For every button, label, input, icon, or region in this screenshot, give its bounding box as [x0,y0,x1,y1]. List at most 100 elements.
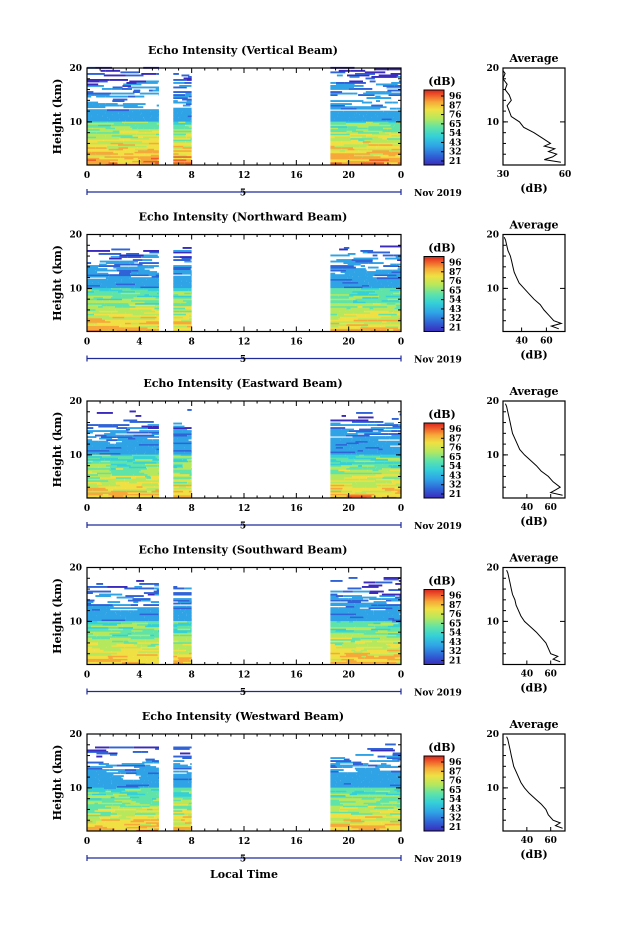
heatmap-cell [362,296,372,299]
heatmap-cell [173,268,191,270]
heatmap-cell [151,490,159,493]
heatmap-cell [173,284,182,287]
heatmap-cell [399,457,401,460]
heatmap-cell [330,805,335,808]
heatmap-cell [118,152,125,155]
heatmap-cell [350,653,368,656]
heatmap-cell [115,611,131,614]
heatmap-cell [330,488,343,491]
heatmap-cell [330,649,352,652]
heatmap-cell [87,800,102,803]
heatmap-cell [330,472,354,475]
heatmap-cell [353,622,374,625]
heatmap-cell [378,295,386,298]
heatmap-cell [344,484,358,487]
heatmap-cell [173,122,192,125]
heatmap-cell [95,799,115,802]
heatmap-cell [349,793,358,796]
heatmap-cell [354,790,365,793]
heatmap-cell [345,122,371,125]
heatmap-cell [173,119,191,122]
heatmap-cell [343,446,353,449]
heatmap-cell [185,134,192,137]
heatmap-cell [173,791,189,794]
heatmap-cell [330,623,340,626]
heatmap-cell [330,124,356,127]
heatmap-cell [93,296,104,299]
heatmap-cell [351,635,370,638]
heatmap-cell [379,488,385,491]
heatmap-cell [330,814,338,817]
heatmap-cell [143,649,159,652]
heatmap-cell [109,289,123,292]
heatmap-cell [358,828,380,830]
heatmap-cell [87,118,110,121]
heatmap-cell [87,601,94,603]
heatmap-cell [173,82,185,84]
heatmap-cell [366,476,374,479]
heatmap-cell [350,307,370,310]
heatmap-cell [149,809,159,812]
heatmap-cell [173,280,182,283]
heatmap-cell [173,647,179,650]
heatmap-cell [188,289,192,292]
heatmap-cell [102,828,115,830]
heatmap-cell [137,641,158,644]
heatmap-cell [114,796,130,799]
heatmap-cell [109,299,131,302]
heatmap-cell [354,767,366,770]
heatmap-cell [115,308,138,311]
heatmap-cell [173,454,181,457]
heatmap-cell [87,80,100,83]
heatmap-cell [87,130,113,133]
heatmap-cell [87,647,100,650]
heatmap-cell [187,660,192,662]
heatmap-cell [330,799,340,802]
heatmap-cell [103,139,124,142]
heatmap-cell [396,805,401,808]
y-tick-label: 10 [69,284,82,294]
heatmap-cell [133,152,145,155]
heatmap-cell [128,481,137,484]
heatmap-cell [337,800,356,803]
heatmap-cell [87,790,93,793]
heatmap-cell [117,162,141,164]
heatmap-cell [140,787,159,790]
heatmap-cell [173,797,183,800]
heatmap-cell [87,316,113,319]
x-tick-label: 4 [136,171,142,181]
heatmap-cell [92,820,97,823]
heatmap-cell [356,646,383,649]
heatmap-cell [87,302,105,305]
heatmap-cell [108,628,123,631]
heatmap-cell [330,127,338,130]
heatmap-cell [365,301,377,304]
x-tick-label: 4 [136,504,142,514]
heatmap-cell [353,647,364,650]
heatmap-cell [104,433,116,435]
heatmap-cell [124,769,136,771]
heatmap-cell [111,467,116,470]
heatmap-cell [184,127,192,130]
heatmap-cell [173,616,192,619]
heatmap-cell [145,764,151,767]
colorbar-tick-label: 87 [449,268,462,278]
heatmap-cell [87,91,94,93]
heatmap-cell [365,436,386,438]
heatmap-cell [96,820,106,823]
heatmap-cell [341,148,348,151]
heatmap-cell [189,95,192,98]
heatmap-cell [122,625,146,628]
heatmap-cell [392,752,401,755]
heatmap-cell [374,479,392,482]
heatmap-cell [93,632,110,635]
heatmap-cell [343,820,351,823]
heatmap-cell [141,751,149,753]
heatmap-cell [341,658,354,661]
heatmap-cell [330,445,351,448]
heatmap-cell [330,590,343,593]
heatmap-cell [346,100,364,102]
heatmap-cell [330,598,349,600]
heatmap-cell [118,770,132,773]
heatmap-cell [364,641,386,644]
